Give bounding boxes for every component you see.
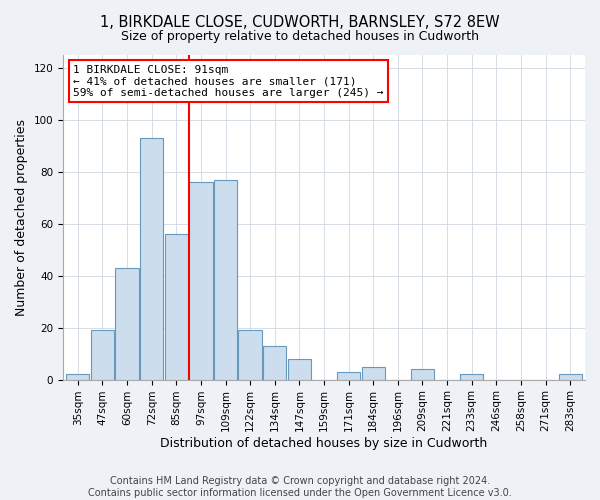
Bar	[287, 359, 311, 380]
Bar	[460, 374, 484, 380]
X-axis label: Distribution of detached houses by size in Cudworth: Distribution of detached houses by size …	[160, 437, 488, 450]
Bar	[214, 180, 237, 380]
Bar	[66, 374, 89, 380]
Bar	[164, 234, 188, 380]
Text: Contains HM Land Registry data © Crown copyright and database right 2024.
Contai: Contains HM Land Registry data © Crown c…	[88, 476, 512, 498]
Bar	[362, 366, 385, 380]
Bar	[238, 330, 262, 380]
Bar	[337, 372, 361, 380]
Bar	[115, 268, 139, 380]
Bar	[140, 138, 163, 380]
Bar	[559, 374, 582, 380]
Text: 1, BIRKDALE CLOSE, CUDWORTH, BARNSLEY, S72 8EW: 1, BIRKDALE CLOSE, CUDWORTH, BARNSLEY, S…	[100, 15, 500, 30]
Text: Size of property relative to detached houses in Cudworth: Size of property relative to detached ho…	[121, 30, 479, 43]
Bar	[411, 369, 434, 380]
Bar	[189, 182, 212, 380]
Text: 1 BIRKDALE CLOSE: 91sqm
← 41% of detached houses are smaller (171)
59% of semi-d: 1 BIRKDALE CLOSE: 91sqm ← 41% of detache…	[73, 64, 384, 98]
Y-axis label: Number of detached properties: Number of detached properties	[15, 119, 28, 316]
Bar	[263, 346, 286, 380]
Bar	[91, 330, 114, 380]
